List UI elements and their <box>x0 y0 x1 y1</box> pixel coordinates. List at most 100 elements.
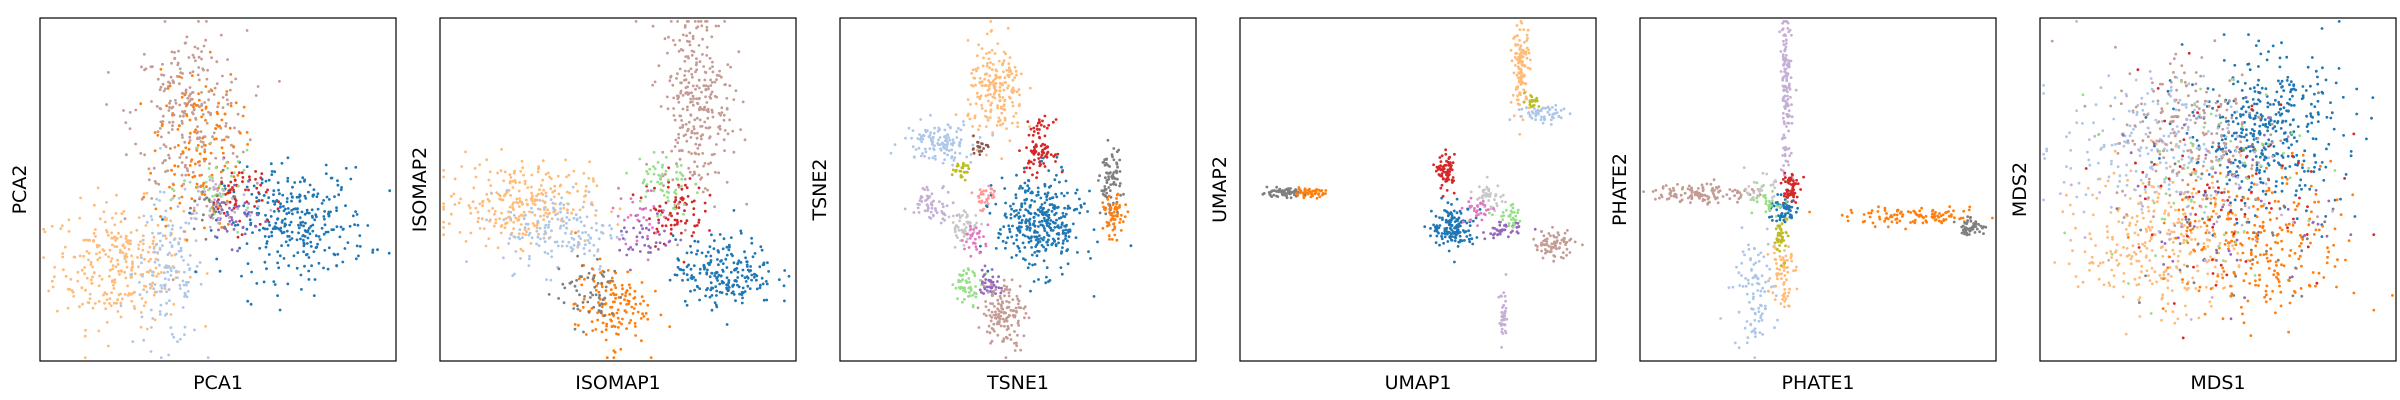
scatter-point <box>1450 203 1453 206</box>
scatter-point <box>496 171 499 175</box>
scatter-point <box>715 294 718 297</box>
scatter-point <box>559 201 563 205</box>
scatter-point <box>750 273 754 277</box>
scatter-point <box>704 254 708 258</box>
scatter-point <box>1443 209 1446 212</box>
scatter-point <box>141 238 145 242</box>
scatter-point <box>1022 307 1026 310</box>
scatter-point <box>729 270 733 274</box>
scatter-point <box>1037 214 1040 217</box>
scatter-point <box>570 249 574 253</box>
scatter-point <box>1507 214 1511 218</box>
scatter-point <box>1060 192 1063 195</box>
scatter-point <box>265 227 269 231</box>
scatter-point <box>544 172 548 176</box>
scatter-point <box>941 205 945 209</box>
scatter-point <box>1031 173 1034 177</box>
scatter-point <box>1430 209 1433 213</box>
scatter-point <box>602 314 606 318</box>
scatter-point <box>1440 183 1444 187</box>
scatter-point <box>695 116 699 120</box>
scatter-point <box>521 202 524 206</box>
scatter-point <box>1491 213 1494 217</box>
scatter-point <box>222 157 225 161</box>
scatter-point <box>246 206 250 210</box>
scatter-point <box>994 247 998 250</box>
scatter-point <box>1523 91 1526 95</box>
scatter-point <box>562 203 566 207</box>
scatter-point <box>170 227 174 231</box>
scatter-point <box>155 105 159 108</box>
scatter-point <box>928 215 931 219</box>
scatter-point <box>1067 235 1071 239</box>
scatter-point <box>681 123 685 127</box>
scatter-point <box>1781 57 1785 61</box>
scatter-point <box>996 104 999 107</box>
scatter-point <box>234 220 238 224</box>
scatter-point <box>1562 107 1566 111</box>
scatter-point <box>335 264 338 267</box>
scatter-point <box>200 50 204 53</box>
scatter-point <box>139 253 143 257</box>
scatter-point <box>1482 190 1485 194</box>
scatter-point <box>296 251 300 255</box>
scatter-point <box>98 274 101 278</box>
scatter-point <box>1447 213 1451 217</box>
scatter-point <box>250 210 254 214</box>
scatter-point <box>94 235 97 238</box>
scatter-point <box>559 207 562 211</box>
scatter-point <box>990 327 994 330</box>
scatter-point <box>171 278 175 281</box>
scatter-point <box>141 242 145 246</box>
scatter-point <box>619 347 623 351</box>
scatter-point <box>625 303 628 306</box>
scatter-point <box>460 165 464 168</box>
scatter-point <box>1507 224 1511 228</box>
scatter-point <box>200 218 204 222</box>
scatter-point <box>1049 153 1053 157</box>
scatter-point <box>609 288 613 292</box>
scatter-point <box>147 260 151 263</box>
scatter-point <box>989 341 992 345</box>
scatter-point <box>1782 39 1785 43</box>
scatter-point <box>554 213 557 217</box>
scatter-point <box>1522 28 1526 31</box>
scatter-point <box>1103 187 1107 191</box>
scatter-point <box>547 226 550 229</box>
scatter-point <box>209 229 213 232</box>
scatter-point <box>204 38 208 42</box>
scatter-point <box>1038 220 1041 224</box>
scatter-point <box>654 241 658 245</box>
scatter-point <box>694 152 698 156</box>
scatter-point <box>266 188 269 192</box>
scatter-point <box>676 212 679 215</box>
scatter-point <box>149 257 153 261</box>
scatter-point <box>570 236 574 240</box>
scatter-point <box>656 212 659 216</box>
scatter-point <box>177 144 180 147</box>
scatter-point <box>116 263 120 266</box>
scatter-point <box>581 305 585 309</box>
scatter-point <box>715 78 718 81</box>
scatter-point <box>961 214 964 217</box>
scatter-point <box>685 186 689 190</box>
scatter-point <box>591 277 595 281</box>
scatter-point <box>688 31 692 35</box>
scatter-point <box>982 284 986 288</box>
scatter-point <box>1055 232 1059 236</box>
scatter-point <box>210 200 213 204</box>
scatter-point <box>248 218 252 222</box>
scatter-point <box>1441 168 1444 172</box>
scatter-point <box>283 222 287 226</box>
scatter-point <box>645 226 648 230</box>
scatter-point <box>1124 203 1128 207</box>
scatter-point <box>1524 52 1528 56</box>
scatter-point <box>1497 295 1501 299</box>
scatter-point <box>1447 219 1451 223</box>
scatter-point <box>278 254 282 258</box>
scatter-point <box>1055 218 1058 222</box>
scatter-point <box>245 242 249 246</box>
scatter-point <box>148 282 152 286</box>
scatter-point <box>1552 234 1555 238</box>
scatter-point <box>172 238 176 242</box>
